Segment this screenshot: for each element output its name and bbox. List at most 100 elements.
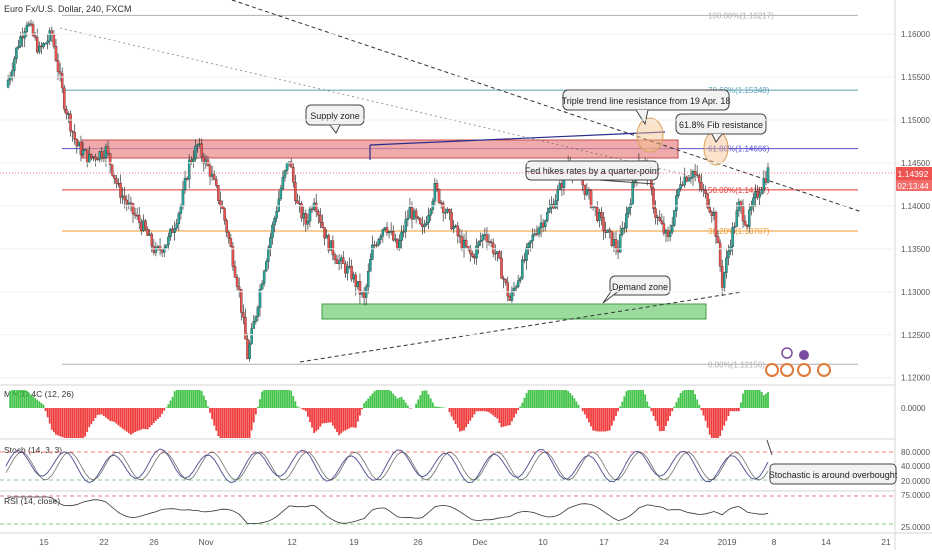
macd-bar	[496, 408, 498, 419]
macd-bar	[178, 390, 180, 408]
macd-bar	[505, 408, 507, 426]
event-badges[interactable]	[766, 348, 830, 376]
candle-body	[465, 240, 467, 246]
candle-body	[165, 245, 167, 248]
candle-body	[296, 201, 298, 203]
macd-bar	[365, 401, 367, 408]
candle-body	[613, 239, 615, 245]
candle-body	[363, 293, 365, 298]
candle-body	[484, 235, 486, 236]
macd-bar	[559, 390, 561, 408]
candle-body	[240, 289, 242, 312]
macd-bar	[22, 390, 24, 408]
candle-body	[707, 194, 709, 208]
macd-bar	[630, 390, 632, 408]
stoch-label: Stoch (14, 3, 3)	[4, 445, 62, 455]
macd-bar	[176, 390, 178, 408]
callout-stochastic[interactable]: Stochastic is around overbought	[767, 440, 898, 484]
macd-bar	[700, 408, 702, 410]
macd-bar	[205, 400, 207, 408]
macd-bar	[93, 408, 95, 421]
macd-bar	[476, 408, 478, 411]
macd-bar	[713, 408, 715, 438]
macd-bar	[748, 390, 750, 408]
candle-body	[113, 175, 115, 178]
candle-body	[492, 243, 494, 253]
demand-zone[interactable]	[322, 304, 706, 319]
macd-bar	[180, 390, 182, 408]
candle-body	[519, 278, 521, 281]
macd-bar	[753, 390, 755, 408]
candle-body	[194, 146, 196, 159]
macd-bar	[605, 408, 607, 431]
candle-body	[88, 154, 90, 162]
macd-bar	[251, 408, 253, 430]
macd-bar	[553, 390, 555, 408]
macd-bar	[317, 408, 319, 430]
macd-bar	[644, 394, 646, 408]
macd-bar	[88, 408, 90, 427]
candle-body	[611, 231, 613, 245]
macd-bar	[374, 391, 376, 408]
candle-body	[509, 296, 511, 300]
candle-body	[217, 186, 219, 201]
macd-bar	[13, 390, 15, 408]
candle-body	[409, 207, 411, 218]
candle-body	[44, 43, 46, 44]
candle-body	[298, 203, 300, 204]
callout-supply-zone[interactable]: Supply zone	[306, 105, 364, 133]
macd-bar	[675, 402, 677, 408]
macd-bar	[190, 390, 192, 408]
candle-body	[623, 228, 625, 229]
candle-body	[654, 209, 656, 218]
macd-bar	[138, 408, 140, 430]
macd-bar	[665, 408, 667, 426]
macd-bar	[578, 405, 580, 408]
macd-bar	[586, 408, 588, 418]
macd-bar	[40, 403, 42, 408]
macd-bar	[736, 408, 738, 411]
macd-bar	[170, 401, 172, 408]
candle-body	[132, 203, 134, 213]
candle-body	[180, 206, 182, 214]
callout-fed-hike[interactable]: Fed hikes rates by a quarter-point	[525, 161, 660, 184]
candle-body	[367, 271, 369, 286]
macd-bar	[278, 390, 280, 408]
callout-demand-zone[interactable]: Demand zone	[603, 276, 670, 303]
macd-bar	[596, 408, 598, 431]
macd-bar	[26, 391, 28, 408]
supply-zone[interactable]	[82, 140, 678, 158]
macd-bar	[24, 390, 26, 408]
candle-body	[475, 246, 477, 258]
candle-body	[521, 260, 523, 279]
macd-histogram	[9, 390, 769, 438]
candle-body	[351, 266, 353, 279]
candle-body	[625, 214, 627, 228]
candle-body	[90, 154, 92, 158]
candle-body	[155, 248, 157, 253]
candle-body	[559, 183, 561, 189]
candle-body	[615, 239, 617, 248]
macd-bar	[484, 408, 486, 411]
candle-body	[663, 224, 665, 234]
candle-body	[99, 152, 101, 160]
candle-body	[115, 179, 117, 184]
macd-bar	[667, 408, 669, 421]
price-axis[interactable]: 1.160001.155001.150001.145001.140001.135…	[0, 30, 930, 383]
candle-body	[142, 221, 144, 231]
time-tick-label: 10	[538, 537, 548, 547]
candle-body	[346, 267, 348, 273]
candle-body	[392, 231, 394, 240]
candle-body	[319, 215, 321, 222]
candle-body	[723, 273, 725, 288]
macd-bar	[270, 390, 272, 408]
macd-bar	[705, 408, 707, 421]
candle-body	[359, 281, 361, 294]
candle-body	[303, 213, 305, 218]
macd-bar	[122, 408, 124, 429]
candle-body	[496, 251, 498, 253]
candle-body	[428, 215, 430, 223]
candle-body	[632, 182, 634, 204]
